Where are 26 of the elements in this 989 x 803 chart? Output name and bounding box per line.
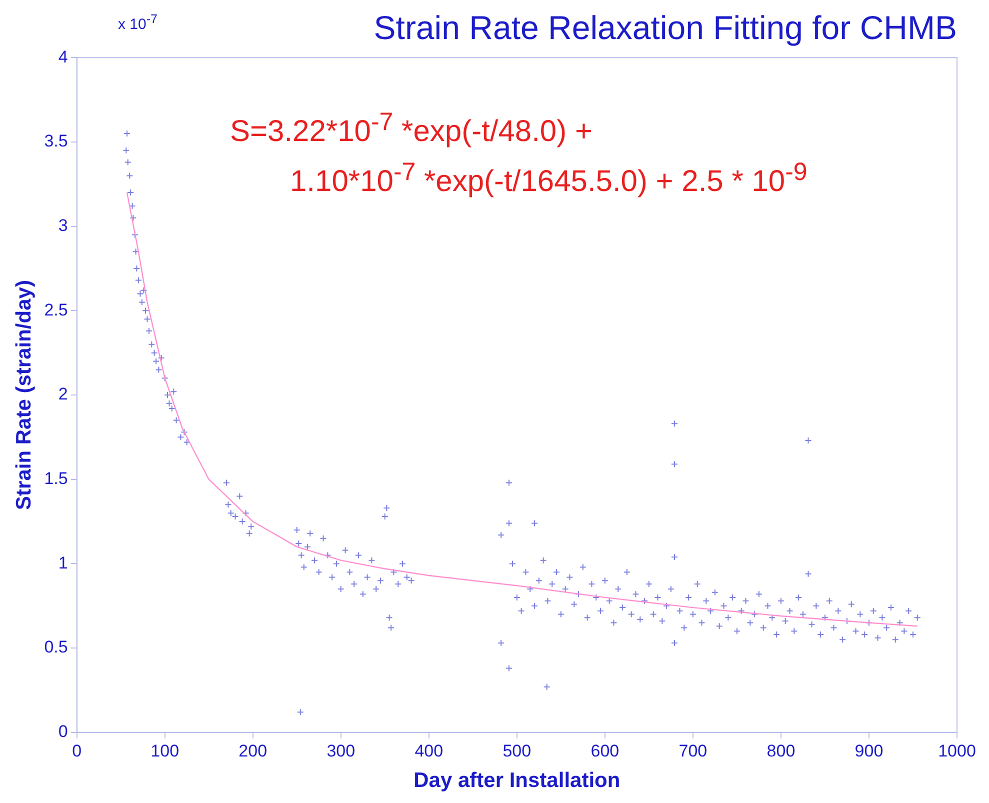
x-tick-label: 1000 xyxy=(938,741,976,760)
x-tick-label: 500 xyxy=(502,741,532,760)
x-tick-label: 400 xyxy=(414,741,444,760)
y-tick-label: 2.5 xyxy=(44,300,68,320)
y-tick-label: 3 xyxy=(58,216,68,235)
x-tick-label: 100 xyxy=(150,741,180,760)
y-tick-label: 1.5 xyxy=(44,469,68,488)
y-axis-title: Strain Rate (strain/day) xyxy=(12,280,36,510)
x-tick-label: 900 xyxy=(854,741,884,760)
text: x 10$^{-7}$ xyxy=(118,12,158,33)
x-tick-label: 300 xyxy=(326,741,356,760)
x-tick-label: 0 xyxy=(72,741,82,760)
annotation: S=3.22*10$^{-7}$ *exp(-t/48.0) + xyxy=(230,108,592,149)
x-tick-label: 800 xyxy=(766,741,796,760)
y-tick-label: 1 xyxy=(58,553,68,572)
x-tick-label: 700 xyxy=(678,741,708,760)
x-axis-title: Day after Installation xyxy=(414,769,620,792)
chart-title: Strain Rate Relaxation Fitting for CHMB xyxy=(374,8,957,46)
y-tick-label: 0 xyxy=(58,722,68,742)
y-tick-label: 3.5 xyxy=(44,132,68,151)
y-tick-label: 0.5 xyxy=(44,638,68,657)
y-tick-label: 2 xyxy=(58,384,68,404)
y-tick-label: 4 xyxy=(58,47,68,66)
x-tick-label: 600 xyxy=(590,741,620,760)
x-tick-label: 200 xyxy=(238,741,268,760)
annotation: 1.10*10$^{-7}$ *exp(-t/1645.5.0) + 2.5 * 10$^{-9}$ xyxy=(290,158,808,199)
